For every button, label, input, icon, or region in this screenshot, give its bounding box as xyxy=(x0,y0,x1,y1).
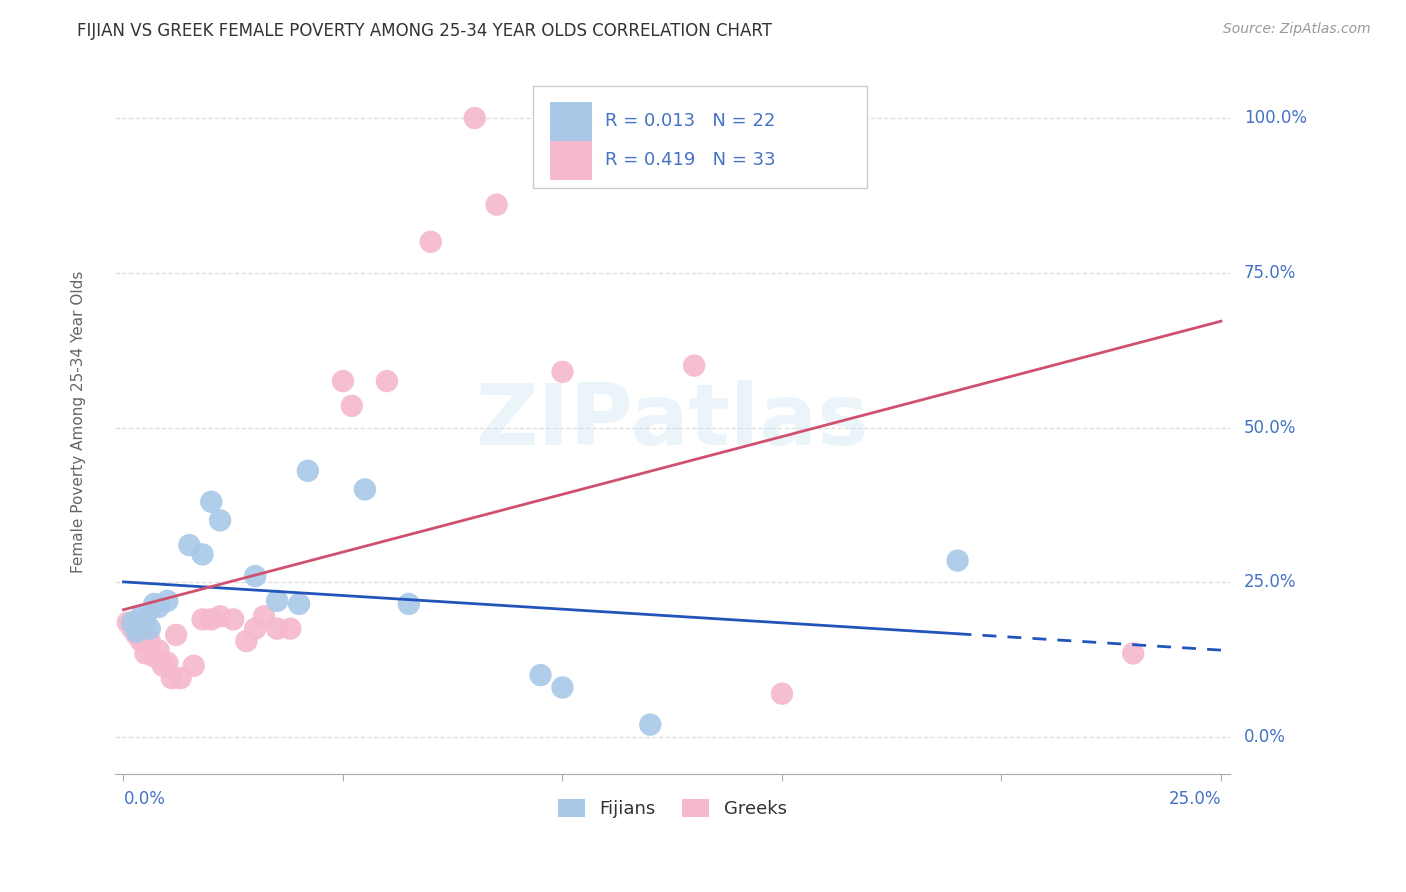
Point xyxy=(209,609,232,624)
Point xyxy=(278,622,301,636)
Point xyxy=(640,717,662,731)
Point xyxy=(683,359,706,373)
Point xyxy=(464,111,486,125)
Text: 0.0%: 0.0% xyxy=(124,789,166,807)
Point xyxy=(152,658,174,673)
Point xyxy=(179,538,201,552)
Text: 50.0%: 50.0% xyxy=(1244,418,1296,436)
Point xyxy=(134,612,156,626)
Text: R = 0.419   N = 33: R = 0.419 N = 33 xyxy=(606,152,776,169)
Point xyxy=(770,687,793,701)
Point xyxy=(398,597,420,611)
Point xyxy=(156,656,179,670)
Text: 75.0%: 75.0% xyxy=(1244,264,1296,282)
Text: 0.0%: 0.0% xyxy=(1244,728,1285,746)
Point xyxy=(160,671,183,685)
Point xyxy=(375,374,398,388)
Point xyxy=(134,647,156,661)
Point xyxy=(148,600,170,615)
Point xyxy=(139,634,162,648)
Point xyxy=(121,622,143,636)
Point xyxy=(125,628,148,642)
Text: FIJIAN VS GREEK FEMALE POVERTY AMONG 25-34 YEAR OLDS CORRELATION CHART: FIJIAN VS GREEK FEMALE POVERTY AMONG 25-… xyxy=(77,22,772,40)
Point xyxy=(183,658,205,673)
Point xyxy=(156,594,179,608)
FancyBboxPatch shape xyxy=(550,102,592,141)
Point xyxy=(129,634,152,648)
Point xyxy=(297,464,319,478)
Point xyxy=(946,553,969,567)
Point xyxy=(529,668,551,682)
Point xyxy=(125,624,148,639)
Point xyxy=(117,615,139,630)
Point xyxy=(340,399,363,413)
Point xyxy=(266,622,288,636)
FancyBboxPatch shape xyxy=(550,141,592,179)
Point xyxy=(419,235,441,249)
Point xyxy=(209,513,232,527)
Text: 100.0%: 100.0% xyxy=(1244,109,1306,127)
Point xyxy=(245,569,267,583)
Point xyxy=(266,594,288,608)
Point xyxy=(485,197,508,211)
Point xyxy=(288,597,311,611)
Point xyxy=(143,649,166,664)
Text: Source: ZipAtlas.com: Source: ZipAtlas.com xyxy=(1223,22,1371,37)
Point xyxy=(200,612,222,626)
Point xyxy=(148,643,170,657)
Text: 25.0%: 25.0% xyxy=(1168,789,1220,807)
Text: ZIPatlas: ZIPatlas xyxy=(475,380,869,463)
Point xyxy=(165,628,187,642)
Point xyxy=(551,365,574,379)
Point xyxy=(191,612,214,626)
Point xyxy=(1122,647,1144,661)
Point xyxy=(129,609,152,624)
Point xyxy=(191,548,214,562)
Point xyxy=(143,597,166,611)
Point xyxy=(139,622,162,636)
Point xyxy=(551,681,574,695)
Point xyxy=(169,671,191,685)
FancyBboxPatch shape xyxy=(533,87,868,188)
Point xyxy=(235,634,257,648)
Point xyxy=(332,374,354,388)
Point xyxy=(222,612,245,626)
Y-axis label: Female Poverty Among 25-34 Year Olds: Female Poverty Among 25-34 Year Olds xyxy=(72,270,86,573)
Legend: Fijians, Greeks: Fijians, Greeks xyxy=(550,791,794,825)
Point xyxy=(354,483,377,497)
Point xyxy=(121,615,143,630)
Text: 25.0%: 25.0% xyxy=(1244,574,1296,591)
Text: R = 0.013   N = 22: R = 0.013 N = 22 xyxy=(606,112,776,130)
Point xyxy=(253,609,276,624)
Point xyxy=(245,622,267,636)
Point xyxy=(200,495,222,509)
